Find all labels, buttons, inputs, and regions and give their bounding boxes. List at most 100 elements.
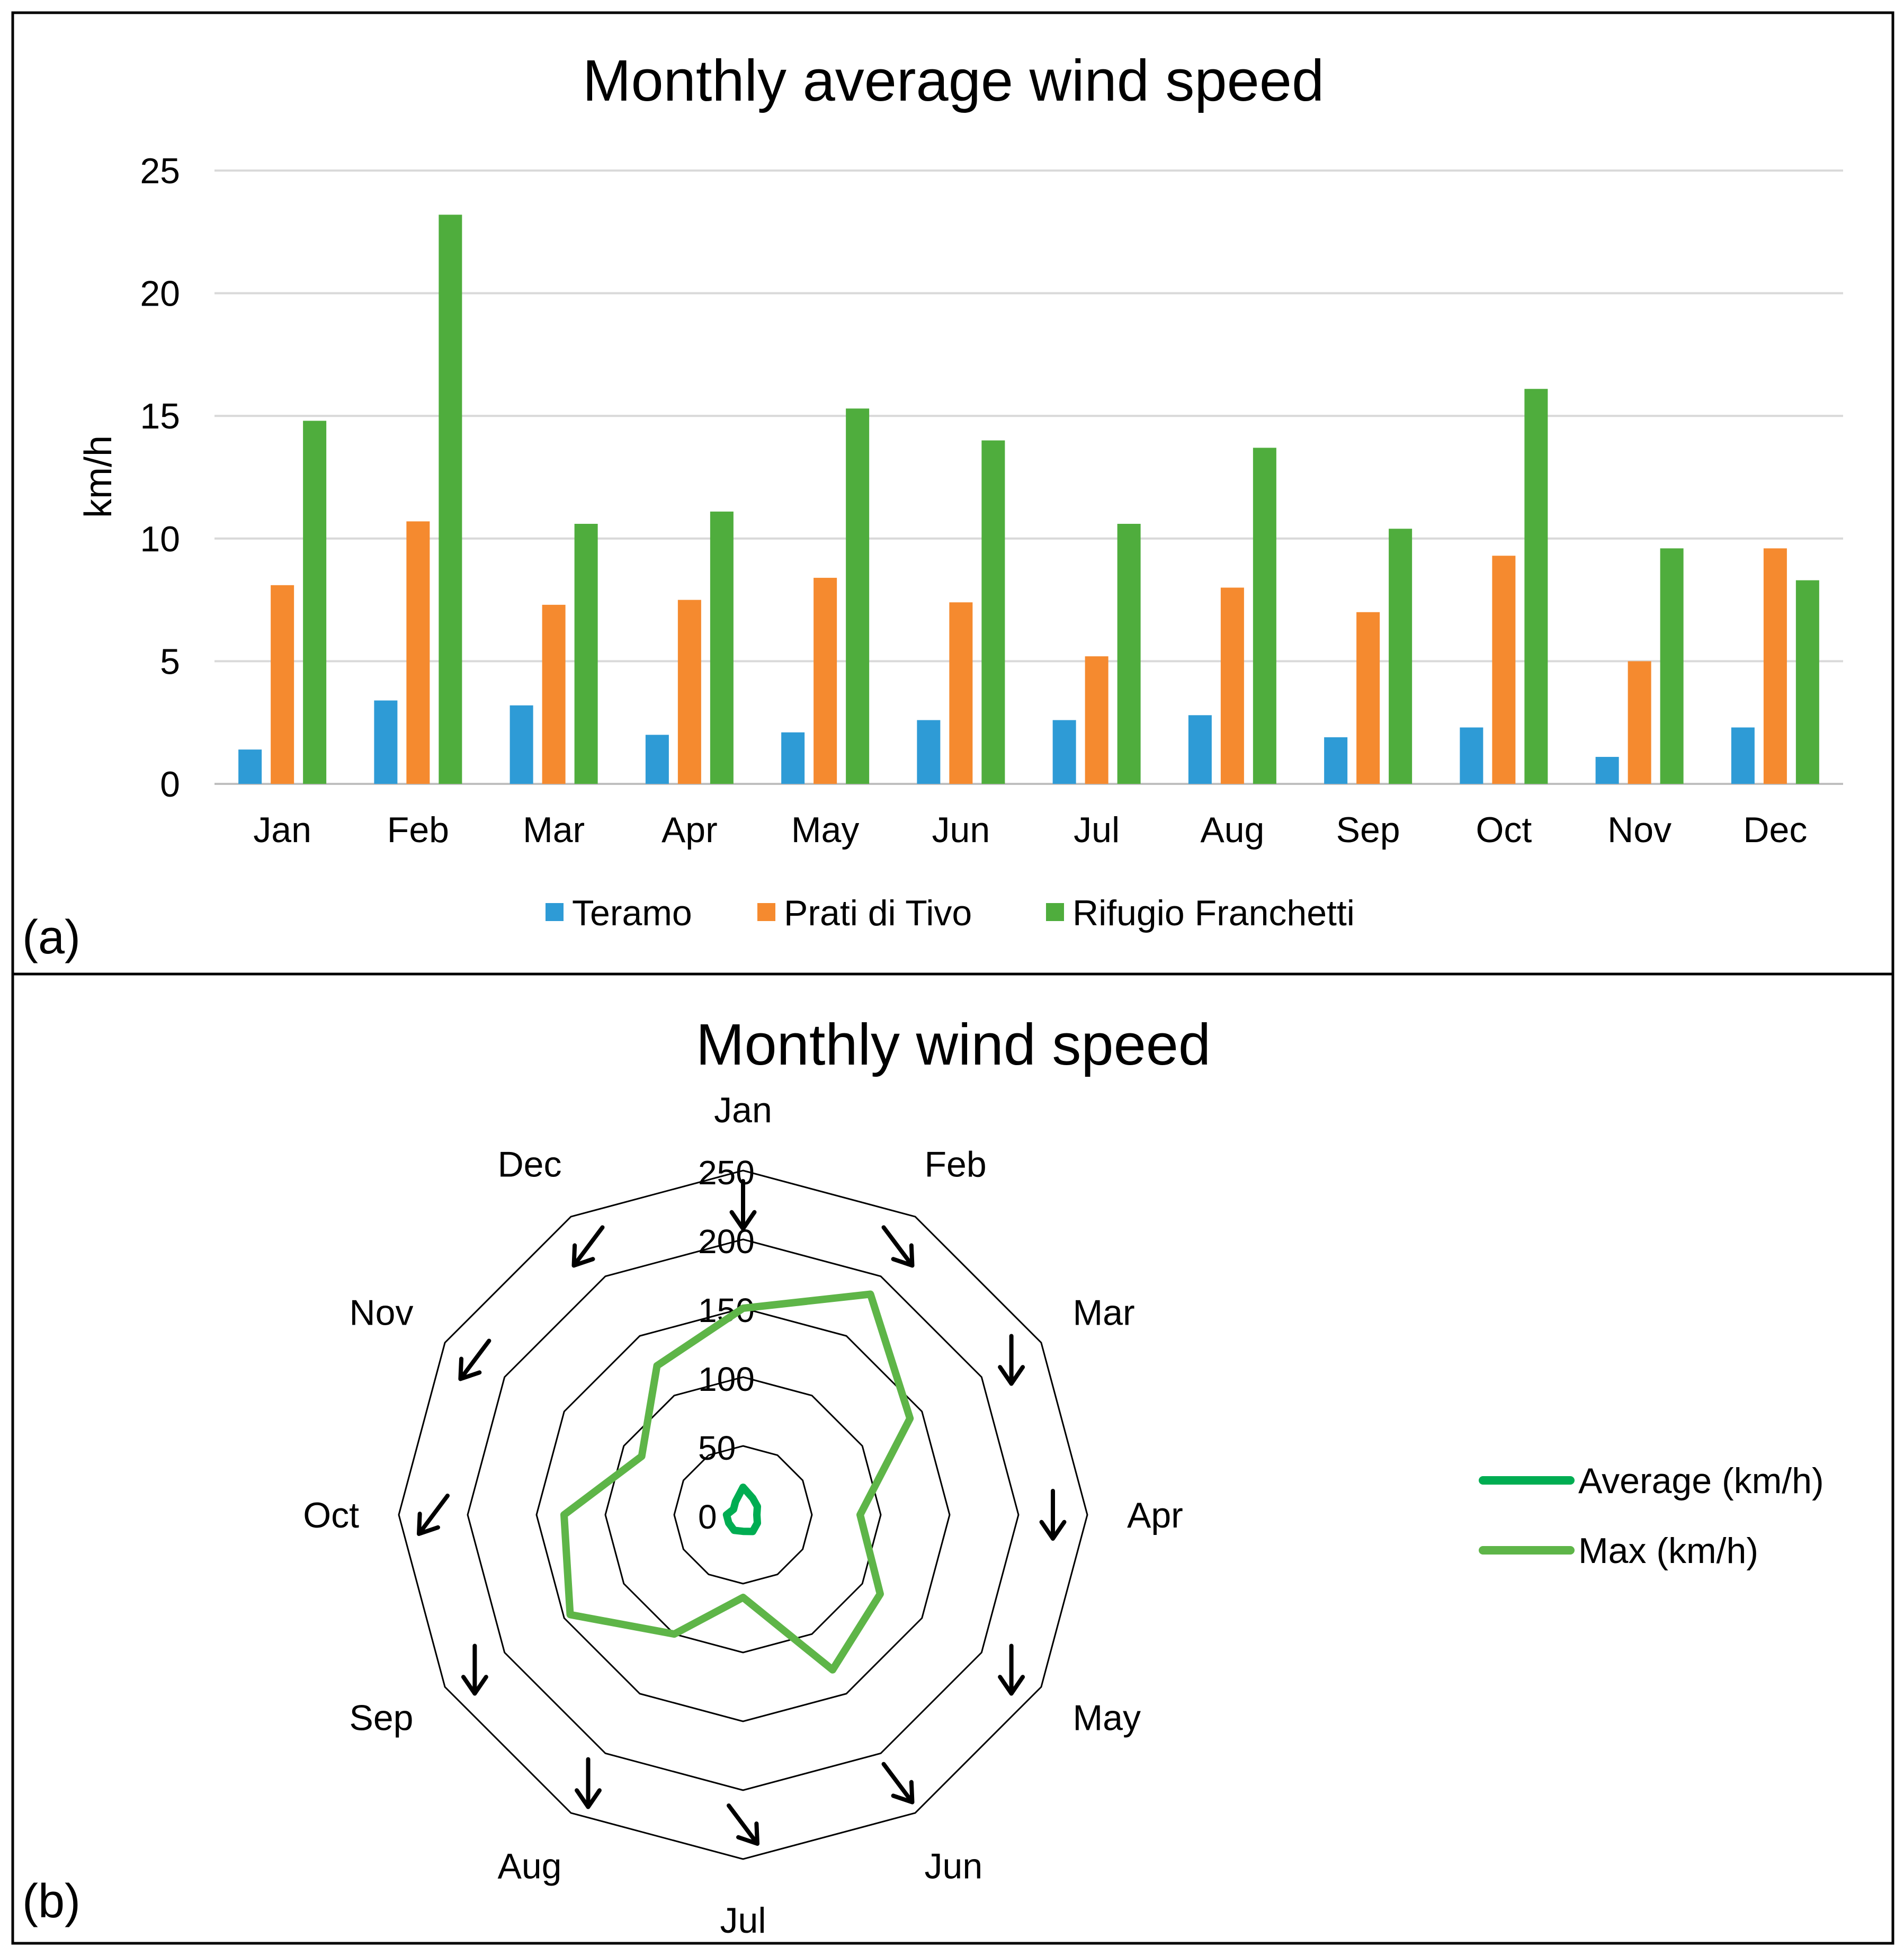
panel-b-label: (b) — [22, 1875, 81, 1928]
radar-ring — [398, 1169, 1088, 1860]
x-tick-label: Jan — [253, 810, 311, 850]
x-tick-label: Jun — [932, 810, 990, 850]
legend-label: Max (km/h) — [1578, 1531, 1758, 1571]
wind-direction-arrow — [727, 1803, 759, 1846]
wind-direction-arrow — [571, 1225, 605, 1268]
bar-teramo — [917, 720, 941, 784]
x-tick-label: Aug — [1200, 810, 1264, 850]
bar-prati-di-tivo — [1763, 548, 1787, 784]
radar-month-label: Jan — [714, 1090, 772, 1130]
radar-month-label: Jun — [925, 1846, 983, 1887]
bar-prati-di-tivo — [271, 585, 294, 784]
wind-direction-arrow — [575, 1757, 602, 1809]
bar-prati-di-tivo — [542, 604, 566, 784]
legend-label: Prati di Tivo — [784, 893, 972, 933]
bar-prati-di-tivo — [1492, 556, 1516, 784]
x-tick-label: Feb — [387, 810, 449, 850]
radar-series-average — [722, 1484, 762, 1535]
bar-teramo — [238, 749, 262, 784]
wind-direction-arrow — [417, 1494, 450, 1536]
y-tick-label: 5 — [160, 641, 180, 682]
wind-direction-arrow — [461, 1644, 488, 1696]
radar-r-tick-label: 50 — [698, 1429, 736, 1467]
bar-teramo — [1731, 727, 1755, 784]
radar-ring — [673, 1445, 813, 1585]
bar-prati-di-tivo — [1220, 587, 1244, 784]
x-tick-label: Mar — [523, 810, 585, 850]
radar-month-label: Feb — [925, 1144, 987, 1184]
bar-teramo — [1324, 737, 1348, 784]
panel-b-frame — [11, 972, 1894, 1945]
y-tick-label: 25 — [140, 151, 180, 191]
radar-r-tick-label: 200 — [698, 1222, 755, 1261]
wind-direction-arrow — [729, 1179, 757, 1231]
bar-rifugio-franchetti — [1524, 389, 1548, 784]
bar-chart: Monthly average wind speed km/h 0 5 10 15 20… — [22, 48, 1843, 964]
bar-teramo — [1188, 715, 1212, 784]
bar-rifugio-franchetti — [1795, 580, 1819, 784]
radar-month-label: Mar — [1073, 1293, 1135, 1333]
legend-label: Teramo — [572, 893, 692, 933]
radar-ring — [604, 1376, 882, 1654]
x-tick-label: Sep — [1336, 810, 1400, 850]
radar-ring — [467, 1238, 1020, 1791]
bar-teramo — [1595, 757, 1619, 784]
bar-teramo — [509, 705, 533, 784]
wind-direction-arrow — [881, 1762, 915, 1805]
radar-r-tick-label: 100 — [698, 1360, 755, 1398]
y-tick-label: 0 — [160, 764, 180, 805]
radar-ring — [535, 1307, 951, 1722]
bar-teramo — [1052, 720, 1076, 784]
wind-direction-arrow — [1039, 1489, 1067, 1541]
radar-r-tick-label: 0 — [698, 1498, 717, 1536]
radar-series-max — [560, 1290, 914, 1674]
legend-swatch — [1046, 903, 1064, 921]
wind-direction-arrow — [998, 1644, 1025, 1696]
x-tick-label: Apr — [662, 810, 718, 850]
bar-rifugio-franchetti — [1117, 524, 1141, 784]
bar-teramo — [645, 735, 669, 784]
bar-prati-di-tivo — [949, 602, 973, 784]
y-axis-label: km/h — [77, 435, 120, 518]
bar-rifugio-franchetti — [439, 215, 462, 784]
legend-swatch — [546, 903, 564, 921]
bar-teramo — [781, 732, 805, 784]
legend-label: Rifugio Franchetti — [1072, 893, 1355, 933]
y-tick-label: 20 — [140, 274, 180, 314]
radar-month-label: Aug — [498, 1846, 562, 1887]
radar-month-label: May — [1073, 1698, 1141, 1738]
radar-month-label: Apr — [1127, 1495, 1183, 1535]
bar-prati-di-tivo — [1085, 656, 1109, 784]
y-tick-label: 15 — [140, 396, 180, 436]
bar-teramo — [374, 700, 398, 784]
bar-rifugio-franchetti — [710, 511, 734, 784]
y-tick-label: 10 — [140, 519, 180, 559]
bar-prati-di-tivo — [814, 577, 837, 784]
radar-chart-title: Monthly wind speed — [696, 1012, 1211, 1077]
bar-rifugio-franchetti — [1253, 448, 1276, 784]
bar-prati-di-tivo — [406, 521, 430, 784]
radar-month-label: Jul — [720, 1900, 766, 1941]
x-tick-label: Dec — [1743, 810, 1807, 850]
bar-prati-di-tivo — [1628, 661, 1651, 784]
radar-month-label: Sep — [349, 1698, 413, 1738]
bar-rifugio-franchetti — [574, 524, 598, 784]
bar-prati-di-tivo — [1356, 612, 1380, 784]
bar-rifugio-franchetti — [1389, 529, 1413, 784]
radar-month-label: Dec — [498, 1144, 562, 1184]
bar-rifugio-franchetti — [981, 440, 1005, 784]
wind-direction-arrow — [458, 1338, 491, 1381]
bar-prati-di-tivo — [677, 600, 701, 784]
panel-a-label: (a) — [22, 911, 81, 964]
radar-r-tick-label: 250 — [698, 1154, 755, 1192]
legend-label: Average (km/h) — [1578, 1461, 1824, 1501]
x-tick-label: May — [791, 810, 859, 850]
x-tick-label: Jul — [1074, 810, 1120, 850]
x-tick-label: Oct — [1476, 810, 1532, 850]
bar-rifugio-franchetti — [1660, 548, 1684, 784]
bar-rifugio-franchetti — [303, 421, 327, 784]
radar-month-label: Oct — [303, 1495, 359, 1535]
wind-direction-arrow — [881, 1225, 915, 1268]
